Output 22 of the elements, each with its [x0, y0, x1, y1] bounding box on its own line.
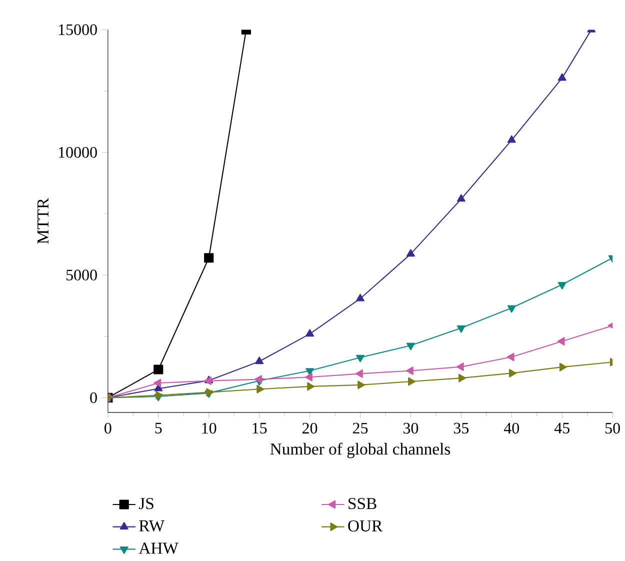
- x-tick-label: 35: [454, 422, 469, 434]
- x-tick-label: 20: [302, 422, 318, 434]
- legend-label: AHW: [138, 542, 178, 554]
- legend-label: JS: [139, 498, 154, 510]
- x-tick-label: 15: [252, 422, 267, 434]
- legend-label: OUR: [348, 520, 383, 532]
- x-tick-label: 25: [352, 422, 368, 434]
- legend-label: RW: [139, 520, 165, 532]
- legend-label: SSB: [348, 498, 376, 510]
- x-tick-label: 30: [403, 422, 418, 434]
- x-tick-label: 50: [605, 422, 620, 434]
- y-tick-label: 15000: [58, 24, 97, 36]
- x-tick-label: 0: [104, 422, 112, 434]
- y-tick-label: 5000: [66, 270, 97, 280]
- x-tick-label: 5: [155, 422, 162, 434]
- y-axis-title: MTTR: [38, 198, 48, 244]
- x-tick-label: 40: [504, 422, 520, 434]
- x-tick-label: 10: [202, 422, 216, 434]
- y-tick-label: 0: [90, 392, 97, 404]
- x-tick-label: 45: [554, 422, 570, 434]
- y-tick-label: 10000: [58, 146, 97, 158]
- x-axis-title: Number of global channels: [270, 442, 450, 458]
